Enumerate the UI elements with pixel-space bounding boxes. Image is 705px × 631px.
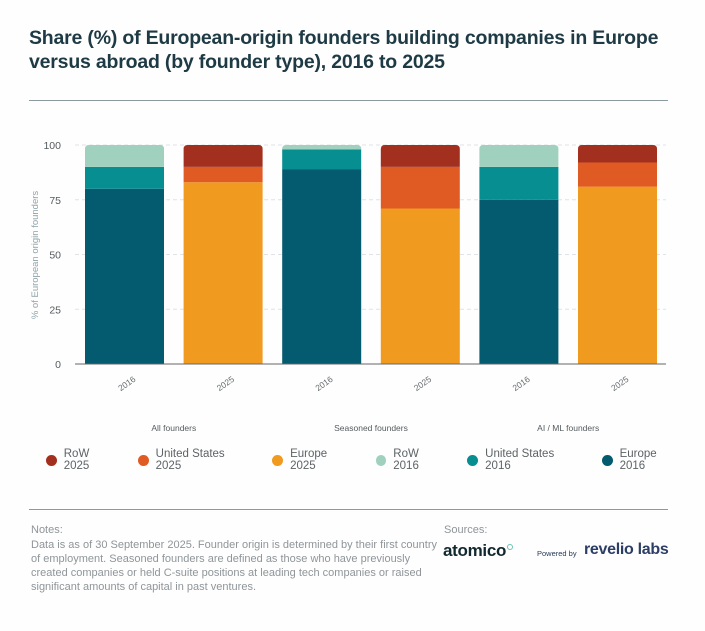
legend-label: Europe 2025 [290, 448, 354, 472]
bar-segment [184, 182, 263, 364]
bar-segment [85, 145, 164, 167]
legend-swatch-icon [138, 455, 149, 466]
chart-area: 0 25 50 75 100 % of European origin founders 2… [0, 0, 705, 440]
bar-segment [479, 167, 558, 200]
bar-segment [381, 167, 460, 209]
legend-item: RoW 2025 [46, 448, 117, 472]
group-label: AI / ML founders [537, 423, 599, 433]
bar-segment [578, 145, 657, 163]
y-axis-label: % of European origin founders [30, 191, 41, 320]
legend-label: RoW 2025 [64, 448, 117, 472]
legend-label: United States 2025 [156, 448, 252, 472]
bar-segment [479, 200, 558, 364]
legend-item: United States 2016 [467, 448, 580, 472]
legend-item: Europe 2016 [602, 448, 684, 472]
bar-segment [184, 145, 263, 167]
atomico-logo: atomico [443, 541, 506, 561]
bar-segment [381, 145, 460, 167]
legend-swatch-icon [467, 455, 478, 466]
group-label: Seasoned founders [334, 423, 408, 433]
legend-item: RoW 2016 [376, 448, 447, 472]
x-tick-label: 2016 [313, 374, 334, 393]
bar-segment [381, 209, 460, 364]
bar-segment [85, 167, 164, 189]
y-tick-label: 25 [49, 304, 61, 316]
sources-heading: Sources: [444, 524, 487, 536]
notes-text: Data is as of 30 September 2025. Founder… [31, 538, 441, 594]
bar-segment [578, 187, 657, 364]
x-tick-label: 2016 [116, 374, 137, 393]
bar-segment [282, 145, 361, 149]
x-tick-label: 2025 [609, 374, 630, 393]
x-tick-label: 2016 [511, 374, 532, 393]
y-tick-label: 0 [55, 359, 61, 371]
atomico-logo-dot-icon [507, 544, 513, 550]
legend-item: United States 2025 [138, 448, 251, 472]
y-tick-label: 100 [43, 140, 61, 152]
chart-legend: RoW 2025 United States 2025 Europe 2025 RoW… [46, 448, 705, 472]
bar-segment [479, 145, 558, 167]
bar-segment [578, 163, 657, 187]
legend-label: Europe 2016 [620, 448, 684, 472]
legend-label: United States 2016 [485, 448, 581, 472]
bar-segment [184, 167, 263, 182]
x-tick-label: 2025 [215, 374, 236, 393]
revelio-labs-logo: revelio labs [584, 541, 668, 559]
bar-segment [282, 149, 361, 169]
legend-label: RoW 2016 [393, 448, 446, 472]
bar-segment [85, 189, 164, 364]
legend-swatch-icon [376, 455, 387, 466]
legend-swatch-icon [272, 455, 283, 466]
y-tick-label: 50 [49, 250, 61, 262]
bar-segment [282, 169, 361, 364]
legend-item: Europe 2025 [272, 448, 354, 472]
notes-heading: Notes: [31, 524, 63, 536]
y-tick-label: 75 [49, 195, 61, 207]
legend-swatch-icon [46, 455, 57, 466]
x-tick-label: 2025 [412, 374, 433, 393]
footer-divider [29, 509, 668, 510]
legend-swatch-icon [602, 455, 613, 466]
powered-by-label: Powered by [537, 549, 577, 558]
group-label: All founders [151, 423, 196, 433]
